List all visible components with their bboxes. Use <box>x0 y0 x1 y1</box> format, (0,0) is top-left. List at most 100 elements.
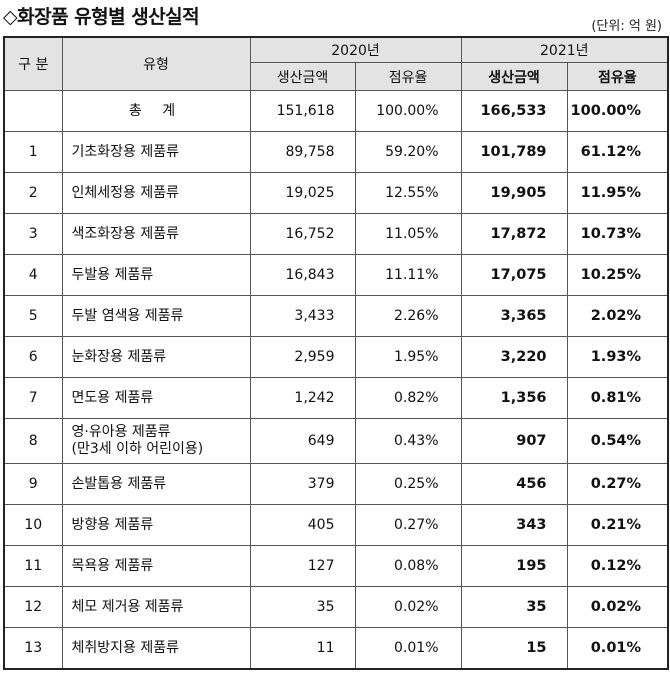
row-number: 12 <box>3 586 63 628</box>
row-amount-2021: 15 <box>460 627 568 670</box>
row-amount-2020: 19,025 <box>249 172 356 214</box>
header-amount-2020: 생산금액 <box>249 62 356 91</box>
row-type-name: 면도용 제품류 <box>61 377 251 419</box>
row-type-name: 두발 염색용 제품류 <box>61 295 251 337</box>
table-row: 13 체취방지용 제품류 11 0.01% 15 0.01% <box>3 627 669 670</box>
row-type-name: 손발톱용 제품류 <box>61 463 251 505</box>
row-number: 10 <box>3 504 63 546</box>
row-amount-2020: 649 <box>249 418 356 464</box>
row-share-2021: 0.02% <box>566 586 669 628</box>
table-row: 1 기초화장용 제품류 89,758 59.20% 101,789 61.12% <box>3 131 669 173</box>
row-share-2020: 2.26% <box>354 295 462 337</box>
row-share-2021: 0.54% <box>566 418 669 464</box>
row-number: 7 <box>3 377 63 419</box>
table-row: 3 색조화장용 제품류 16,752 11.05% 17,872 10.73% <box>3 213 669 255</box>
row-type-name: 인체세정용 제품류 <box>61 172 251 214</box>
row-share-2021: 10.73% <box>566 213 669 255</box>
row-number: 9 <box>3 463 63 505</box>
row-type-sublabel: (만3세 이하 어린이용) <box>71 441 204 457</box>
table-row: 12 체모 제거용 제품류 35 0.02% 35 0.02% <box>3 586 669 628</box>
row-share-2021: 0.01% <box>566 627 669 670</box>
row-share-2020: 11.05% <box>354 213 462 255</box>
row-share-2021: 61.12% <box>566 131 669 173</box>
row-number: 2 <box>3 172 63 214</box>
row-amount-2021: 35 <box>460 586 568 628</box>
row-type-label: 색조화장용 제품류 <box>71 225 180 242</box>
row-share-2021: 0.27% <box>566 463 669 505</box>
row-type-name: 두발용 제품류 <box>61 254 251 296</box>
row-type-label: 체모 제거용 제품류 <box>71 598 184 615</box>
row-share-2020: 1.95% <box>354 336 462 378</box>
row-type-label: 두발 염색용 제품류 <box>71 307 184 324</box>
row-share-2020: 0.01% <box>354 627 462 670</box>
production-table: 구 분 유형 2020년 2021년 생산금액 점유율 생산금액 점유율 총 계… <box>3 36 670 670</box>
row-share-2021: 1.93% <box>566 336 669 378</box>
table-row: 10 방향용 제품류 405 0.27% 343 0.21% <box>3 504 669 546</box>
row-type-label: 인체세정용 제품류 <box>71 184 180 201</box>
row-share-2021: 10.25% <box>566 254 669 296</box>
row-type-name: 눈화장용 제품류 <box>61 336 251 378</box>
row-type-label: 손발톱용 제품류 <box>71 475 167 492</box>
row-amount-2020: 16,843 <box>249 254 356 296</box>
row-share-2021: 0.21% <box>566 504 669 546</box>
row-number: 13 <box>3 627 63 670</box>
row-type-name: 색조화장용 제품류 <box>61 213 251 255</box>
row-number: 6 <box>3 336 63 378</box>
row-number: 3 <box>3 213 63 255</box>
table-row: 2 인체세정용 제품류 19,025 12.55% 19,905 11.95% <box>3 172 669 214</box>
table-row: 11 목욕용 제품류 127 0.08% 195 0.12% <box>3 545 669 587</box>
row-share-2020: 0.43% <box>354 418 462 464</box>
header-amount-2021: 생산금액 <box>460 62 568 91</box>
row-amount-2020: 127 <box>249 545 356 587</box>
table-row: 6 눈화장용 제품류 2,959 1.95% 3,220 1.93% <box>3 336 669 378</box>
row-type-name: 영·유아용 제품류 (만3세 이하 어린이용) <box>61 418 251 464</box>
row-share-2020: 59.20% <box>354 131 462 173</box>
row-share-2020: 0.08% <box>354 545 462 587</box>
row-type-name: 체모 제거용 제품류 <box>61 586 251 628</box>
row-amount-2021: 3,365 <box>460 295 568 337</box>
row-share-2020: 0.82% <box>354 377 462 419</box>
row-amount-2021: 3,220 <box>460 336 568 378</box>
row-amount-2020: 2,959 <box>249 336 356 378</box>
row-type-label: 두발용 제품류 <box>71 266 154 283</box>
row-number: 4 <box>3 254 63 296</box>
row-amount-2020: 16,752 <box>249 213 356 255</box>
row-amount-2020: 35 <box>249 586 356 628</box>
row-amount-2020: 405 <box>249 504 356 546</box>
row-amount-2020: 379 <box>249 463 356 505</box>
header-type: 유형 <box>61 36 251 91</box>
table-row: 5 두발 염색용 제품류 3,433 2.26% 3,365 2.02% <box>3 295 669 337</box>
row-number: 5 <box>3 295 63 337</box>
row-number: 11 <box>3 545 63 587</box>
row-amount-2021: 1,356 <box>460 377 568 419</box>
table-row: 4 두발용 제품류 16,843 11.11% 17,075 10.25% <box>3 254 669 296</box>
unit-note: (단위: 억 원) <box>591 19 662 34</box>
row-share-2020: 0.02% <box>354 586 462 628</box>
total-no <box>3 90 63 132</box>
header-year-2020: 2020년 <box>249 36 462 63</box>
row-amount-2020: 3,433 <box>249 295 356 337</box>
row-share-2020: 0.27% <box>354 504 462 546</box>
row-amount-2020: 11 <box>249 627 356 670</box>
table-row: 8 영·유아용 제품류 (만3세 이하 어린이용) 649 0.43% 907 0.54% <box>3 418 669 464</box>
row-share-2020: 12.55% <box>354 172 462 214</box>
row-amount-2021: 456 <box>460 463 568 505</box>
row-amount-2021: 101,789 <box>460 131 568 173</box>
row-type-label: 면도용 제품류 <box>71 389 154 406</box>
header-category: 구 분 <box>3 36 63 91</box>
row-share-2021: 11.95% <box>566 172 669 214</box>
row-amount-2021: 17,872 <box>460 213 568 255</box>
total-share-2021: 100.00% <box>566 90 669 132</box>
row-amount-2021: 19,905 <box>460 172 568 214</box>
total-label: 총 계 <box>61 90 251 132</box>
header-year-2021: 2021년 <box>460 36 669 63</box>
row-type-label: 방향용 제품류 <box>71 516 154 533</box>
row-amount-2021: 907 <box>460 418 568 464</box>
row-share-2020: 11.11% <box>354 254 462 296</box>
row-share-2021: 0.81% <box>566 377 669 419</box>
total-amount-2020: 151,618 <box>249 90 356 132</box>
row-amount-2020: 89,758 <box>249 131 356 173</box>
total-share-2020: 100.00% <box>354 90 462 132</box>
header-share-2020: 점유율 <box>354 62 462 91</box>
row-share-2021: 2.02% <box>566 295 669 337</box>
